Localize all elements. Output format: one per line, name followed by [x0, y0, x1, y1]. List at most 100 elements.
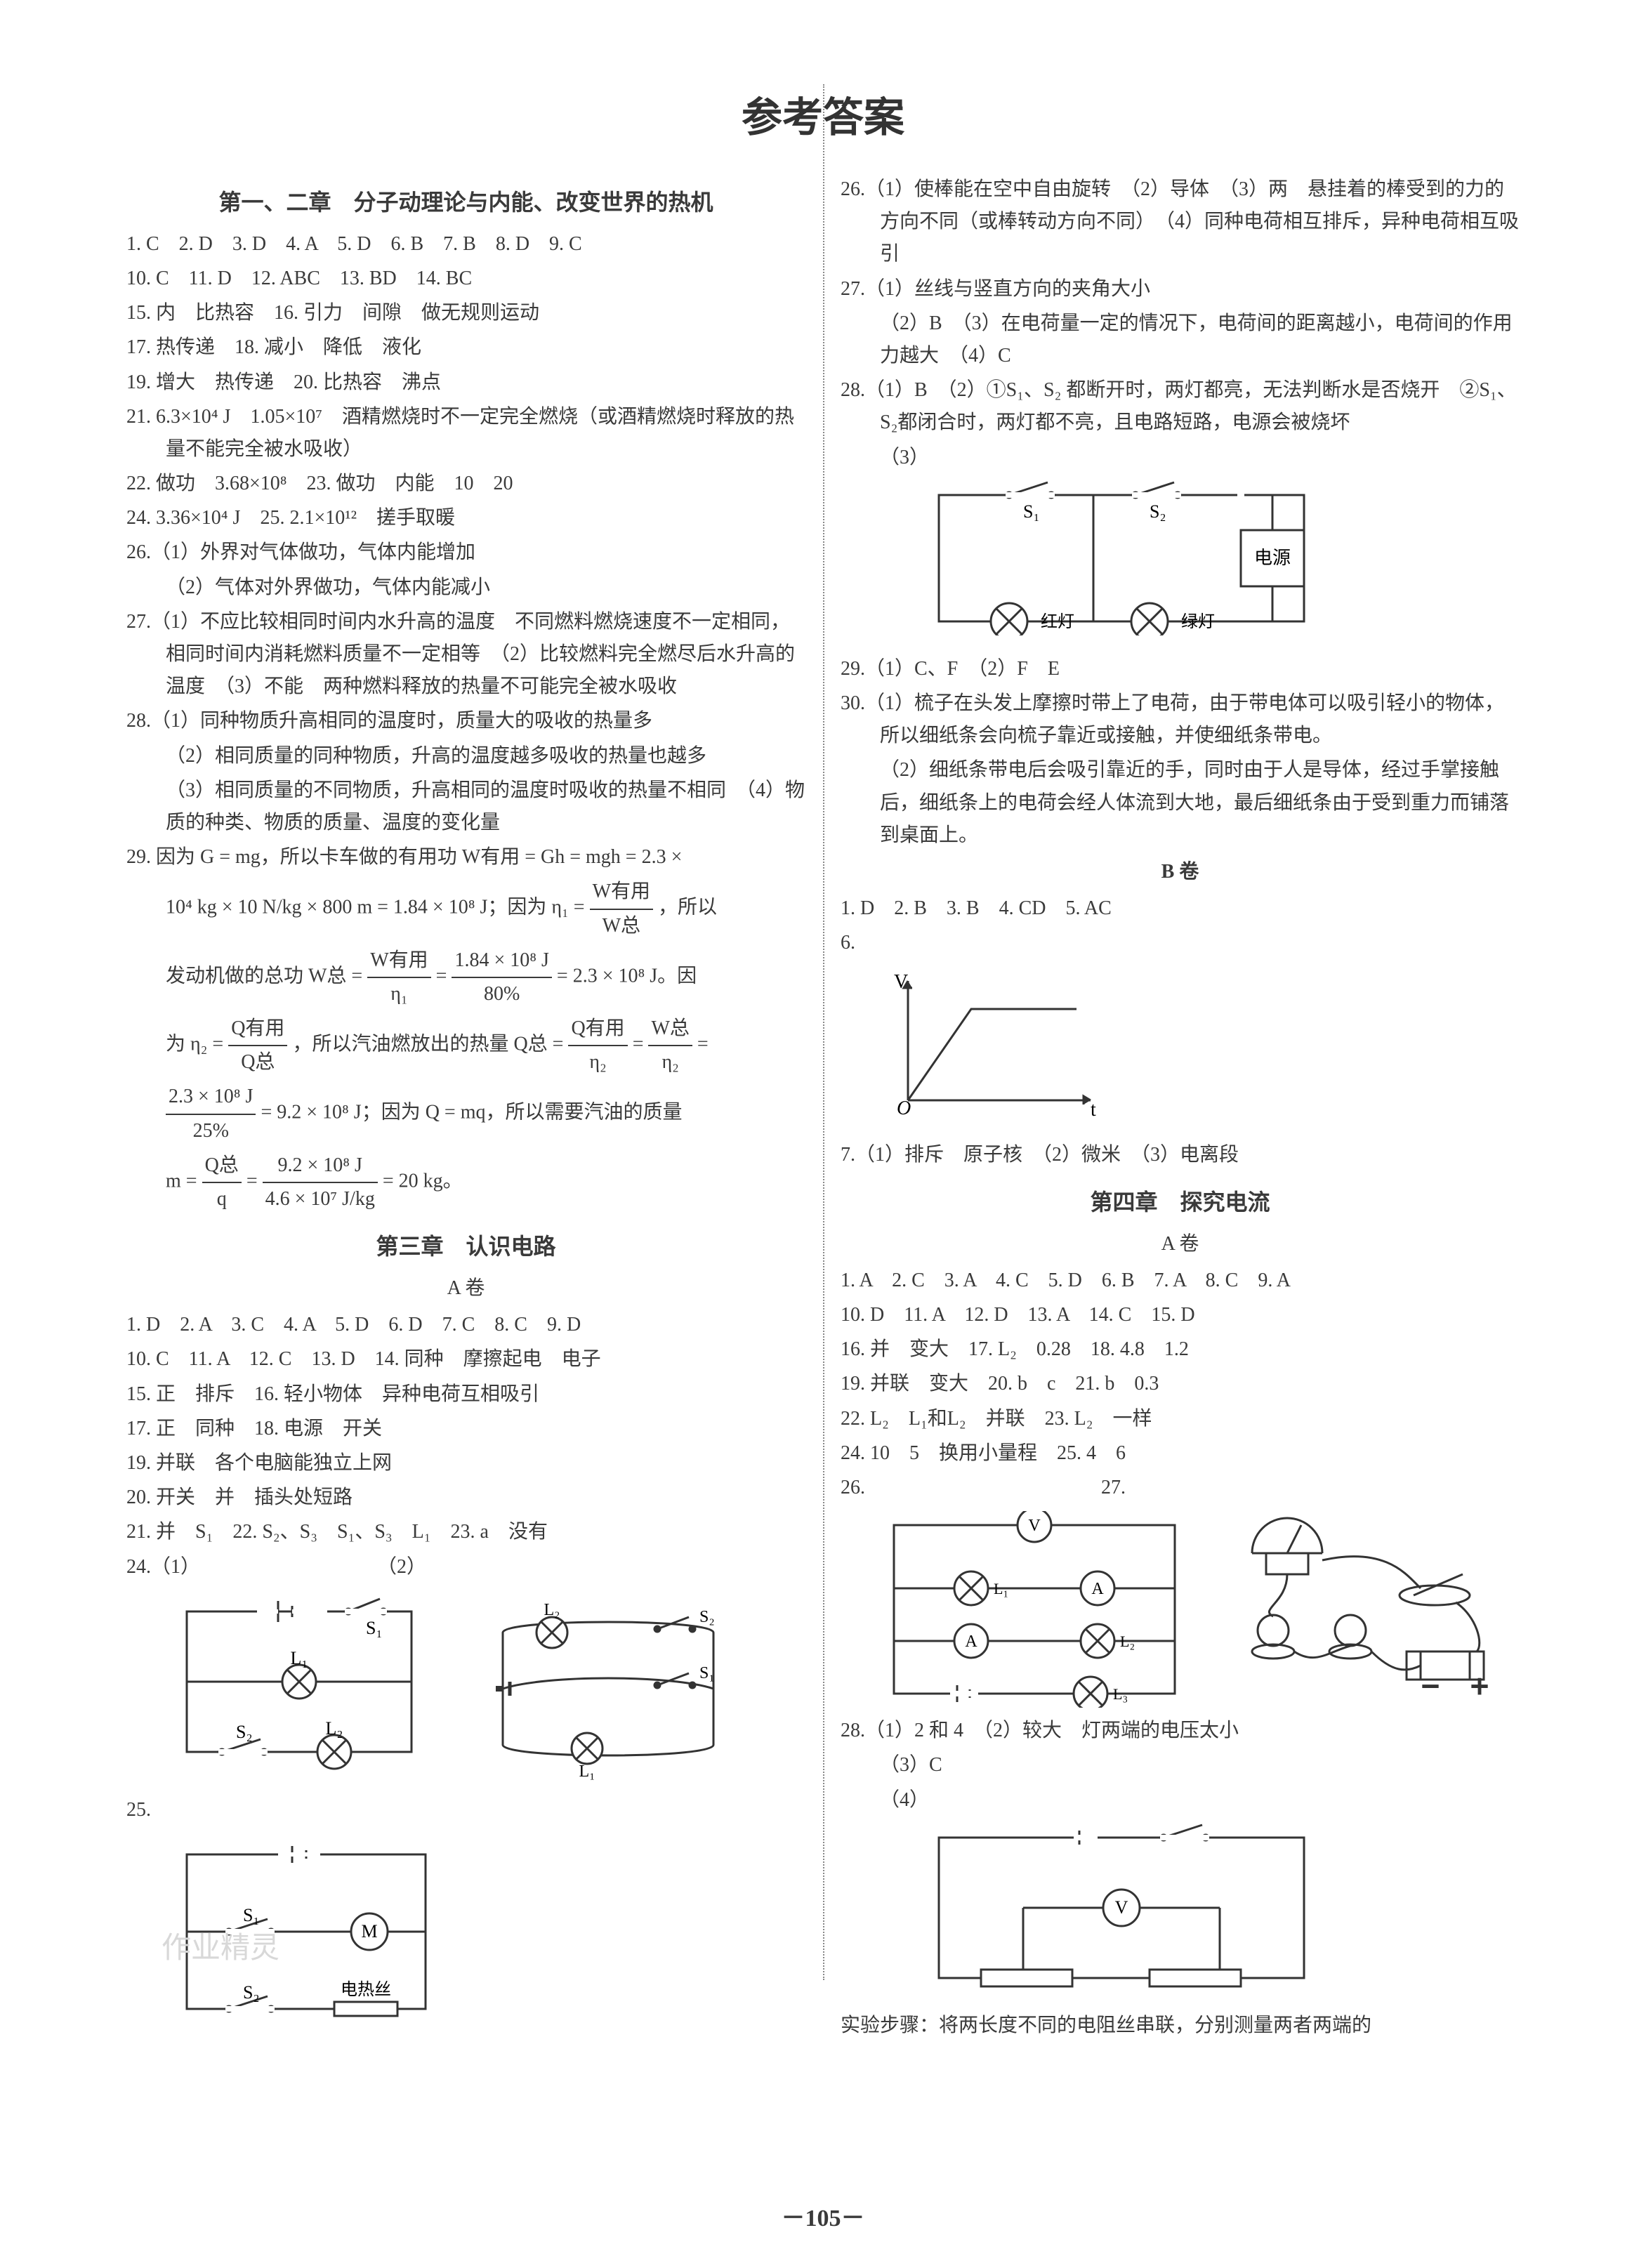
section-4-title: 第四章 探究电流	[841, 1184, 1520, 1221]
label-s2: S₂	[243, 1982, 260, 2003]
label-power: 电源	[1254, 548, 1291, 568]
circuit-diagram-28b: V	[925, 1824, 1520, 2003]
circuit-diagram-24: S₁ L₁ L₂ S₂	[166, 1590, 805, 1787]
label-v: V	[1115, 1897, 1128, 1918]
text: 发动机做的总功 W总 =	[166, 965, 367, 987]
formula-line: 为 η₂ = Q有用Q总 ，所以汽油燃放出的热量 Q总 = Q有用η₂ = W总…	[126, 1013, 805, 1079]
label-l1: L₁	[579, 1762, 595, 1781]
fraction: W有用η₁	[367, 944, 430, 1010]
answer-line: （4）	[841, 1784, 1520, 1817]
answer-line: （3）	[841, 442, 1520, 474]
svg-text:＋: ＋	[1470, 1677, 1489, 1699]
answer-line: 28.（1）同种物质升高相同的温度时，质量大的吸收的热量多	[126, 705, 805, 737]
answer-line: 17. 正 同种 18. 电源 开关	[126, 1413, 805, 1445]
axis-y-label: V	[894, 971, 908, 993]
answer-line: 15. 内 比热容 16. 引力 间隙 做无规则运动	[126, 297, 805, 329]
fraction: Q有用Q总	[228, 1013, 287, 1079]
answer-line: 实验步骤：将两长度不同的电阻丝串联，分别测量两者两端的	[841, 2010, 1520, 2042]
answer-line: 29.（1）C、F （2）F E	[841, 653, 1520, 685]
formula-line: 2.3 × 10⁸ J25% = 9.2 × 10⁸ J；因为 Q = mq，所…	[126, 1081, 805, 1147]
answer-line: 19. 并联 变大 20. b c 21. b 0.3	[841, 1368, 1520, 1400]
fraction: 2.3 × 10⁸ J25%	[166, 1081, 256, 1147]
label-l1: L₁	[291, 1648, 308, 1668]
answer-line: （2）相同质量的同种物质，升高的温度越多吸收的热量也越多	[126, 740, 805, 772]
answer-line: 27.（1）不应比较相同时间内水升高的温度 不同燃料燃烧速度不一定相同，相同时间…	[126, 606, 805, 704]
fraction: W总η₂	[648, 1013, 692, 1079]
answer-line: （2）气体对外界做功，气体内能减小	[126, 572, 805, 604]
label-s2: S₂	[236, 1722, 253, 1742]
fraction: Q有用η₂	[568, 1013, 627, 1079]
label-s1: S₁	[366, 1618, 383, 1638]
answer-line: 6.	[841, 927, 1520, 959]
answer-line: 17. 热传递 18. 减小 降低 液化	[126, 331, 805, 364]
label-s1: S₁	[243, 1905, 260, 1925]
text: =	[633, 1034, 649, 1055]
answer-line: 10. D 11. A 12. D 13. A 14. C 15. D	[841, 1299, 1520, 1331]
answer-line: 22. L₂ L₁和L₂ 并联 23. L₂ 一样	[841, 1403, 1520, 1435]
section-1-2-title: 第一、二章 分子动理论与内能、改变世界的热机	[126, 184, 805, 221]
answer-line: 19. 增大 热传递 20. 比热容 沸点	[126, 367, 805, 399]
section-3-title: 第三章 认识电路	[126, 1228, 805, 1265]
answer-line: （3）相同质量的不同物质，升高相同的温度时吸收的热量不相同 （4）物质的种类、物…	[126, 774, 805, 839]
label-s1: S₁	[1023, 501, 1040, 522]
label-l2: L₂	[1120, 1633, 1135, 1650]
text: = 20 kg。	[383, 1170, 463, 1192]
answer-line: 1. A 2. C 3. A 4. C 5. D 6. B 7. A 8. C …	[841, 1265, 1520, 1297]
circuit-24-2: L₂ L₁ S₂ S₁	[461, 1590, 756, 1787]
answer-line: 27.（1）丝线与竖直方向的夹角大小	[841, 273, 1520, 305]
graph-6: V t O	[880, 967, 1520, 1132]
section-3-sub: A 卷	[126, 1272, 805, 1305]
page-number: －105－	[0, 2198, 1646, 2233]
text: 10⁴ kg × 10 N/kg × 800 m = 1.84 × 10⁸ J；…	[166, 897, 590, 918]
answer-line: 25.	[126, 1794, 805, 1826]
label-v: V	[1028, 1517, 1041, 1535]
answer-line: 26.（1）使棒能在空中自由旋转 （2）导体 （3）两 悬挂着的棒受到的力的方向…	[841, 173, 1520, 271]
text: = 2.3 × 10⁸ J。因	[557, 965, 697, 987]
watermark: 作业精灵	[162, 1925, 279, 1973]
label-l3: L₃	[1113, 1685, 1128, 1703]
text: m =	[166, 1170, 202, 1192]
label-m: M	[361, 1921, 377, 1941]
text: 为 η₂ =	[166, 1034, 228, 1055]
circuit-diagrams-26-27: V L₁ A A L₂ L₃	[880, 1511, 1520, 1708]
text: =	[436, 965, 452, 987]
answer-line: 21. 6.3×10⁴ J 1.05×10⁷ 酒精燃烧时不一定完全燃烧（或酒精燃…	[126, 401, 805, 466]
formula-line: 10⁴ kg × 10 N/kg × 800 m = 1.84 × 10⁸ J；…	[126, 876, 805, 942]
answer-line: 26.（1）外界对气体做功，气体内能增加	[126, 536, 805, 569]
label-a2: A	[965, 1633, 977, 1651]
answer-line: 22. 做功 3.68×10⁸ 23. 做功 内能 10 20	[126, 468, 805, 500]
section-b-title: B 卷	[841, 856, 1520, 888]
answer-line: 1. C 2. D 3. D 4. A 5. D 6. B 7. B 8. D …	[126, 228, 805, 261]
answer-line: 15. 正 排斥 16. 轻小物体 异种电荷互相吸引	[126, 1378, 805, 1411]
label-s2: S₂	[699, 1608, 715, 1626]
answer-line: 26. 27.	[841, 1472, 1520, 1504]
axis-x-label: t	[1091, 1099, 1096, 1121]
answer-line: （2）细纸条带电后会吸引靠近的手，同时由于人是导体，经过手掌接触后，细纸条上的电…	[841, 754, 1520, 852]
answer-line: （3）C	[841, 1749, 1520, 1781]
label-green: 绿灯	[1181, 612, 1215, 631]
formula-line: m = Q总q = 9.2 × 10⁸ J4.6 × 10⁷ J/kg = 20…	[126, 1149, 805, 1215]
section-4-sub: A 卷	[841, 1228, 1520, 1260]
left-column: 第一、二章 分子动理论与内能、改变世界的热机 1. C 2. D 3. D 4.…	[126, 171, 805, 2048]
circuit-26: V L₁ A A L₂ L₃	[880, 1511, 1189, 1708]
circuit-24-1: S₁ L₁ L₂ S₂	[166, 1590, 433, 1773]
answer-line: 16. 并 变大 17. L₂ 0.28 18. 4.8 1.2	[841, 1333, 1520, 1366]
label-s1: S₁	[699, 1664, 715, 1682]
fraction: Q总q	[202, 1149, 242, 1215]
column-divider	[823, 84, 824, 1980]
label-l2: L₂	[544, 1601, 560, 1619]
answer-line: 24.（1） （2）	[126, 1551, 805, 1583]
fraction: W有用W总	[590, 876, 653, 942]
fraction: 1.84 × 10⁸ J80%	[452, 944, 551, 1010]
label-s2: S₂	[1150, 501, 1166, 522]
text: =	[697, 1034, 709, 1055]
circuit-27-pictorial: －＋	[1210, 1511, 1505, 1708]
circuit-diagram-28: S₁ S₂ 电源 红灯 绿灯	[925, 481, 1520, 646]
origin-label: O	[897, 1097, 911, 1119]
right-column: 26.（1）使棒能在空中自由旋转 （2）导体 （3）两 悬挂着的棒受到的力的方向…	[841, 171, 1520, 2048]
label-l2: L₂	[326, 1718, 343, 1739]
label-red: 红灯	[1041, 612, 1074, 631]
answer-line: 10. C 11. D 12. ABC 13. BD 14. BC	[126, 263, 805, 295]
text: ，所以汽油燃放出的热量 Q总 =	[292, 1034, 568, 1055]
answer-line: 1. D 2. B 3. B 4. CD 5. AC	[841, 892, 1520, 925]
